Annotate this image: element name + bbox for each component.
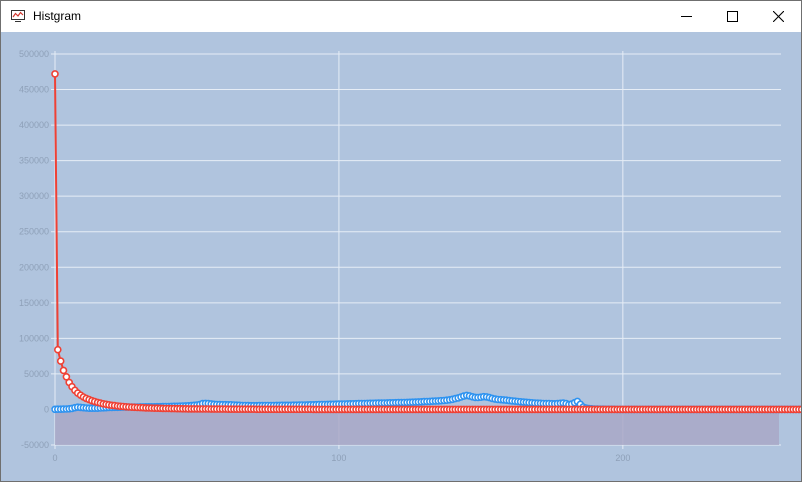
x-tick-label: 200	[615, 453, 630, 463]
x-tick-label: 0	[52, 453, 57, 463]
window-title: Histgram	[33, 9, 82, 23]
y-tick-label: 350000	[19, 156, 49, 166]
y-tick-label: 450000	[19, 85, 49, 95]
data-point	[797, 405, 801, 414]
monitor-chart-icon	[11, 9, 25, 23]
minimize-button[interactable]	[663, 1, 709, 32]
y-tick-label: 200000	[19, 262, 49, 272]
y-tick-label: 500000	[19, 49, 49, 59]
close-icon	[772, 11, 784, 22]
maximize-icon	[726, 11, 738, 22]
y-tick-label: 50000	[24, 369, 49, 379]
x-tick-label: 100	[331, 453, 346, 463]
data-point	[56, 357, 65, 365]
y-tick-label: 0	[44, 404, 49, 414]
close-button[interactable]	[755, 1, 801, 32]
y-tick-label: 100000	[19, 333, 49, 343]
data-point	[59, 366, 68, 375]
y-tick-label: 250000	[19, 227, 49, 237]
y-tick-label: -50000	[21, 440, 49, 450]
histogram-chart: 5000004500004000003500003000002500002000…	[1, 32, 801, 481]
data-point	[51, 70, 59, 78]
y-tick-label: 150000	[19, 298, 49, 308]
minimize-icon	[680, 16, 692, 17]
title-bar[interactable]: Histgram	[1, 1, 801, 32]
data-point	[53, 345, 62, 354]
baseline-area	[55, 409, 779, 445]
y-tick-label: 300000	[19, 191, 49, 201]
data-point	[62, 372, 71, 381]
maximize-button[interactable]	[709, 1, 755, 32]
y-tick-label: 400000	[19, 120, 49, 130]
